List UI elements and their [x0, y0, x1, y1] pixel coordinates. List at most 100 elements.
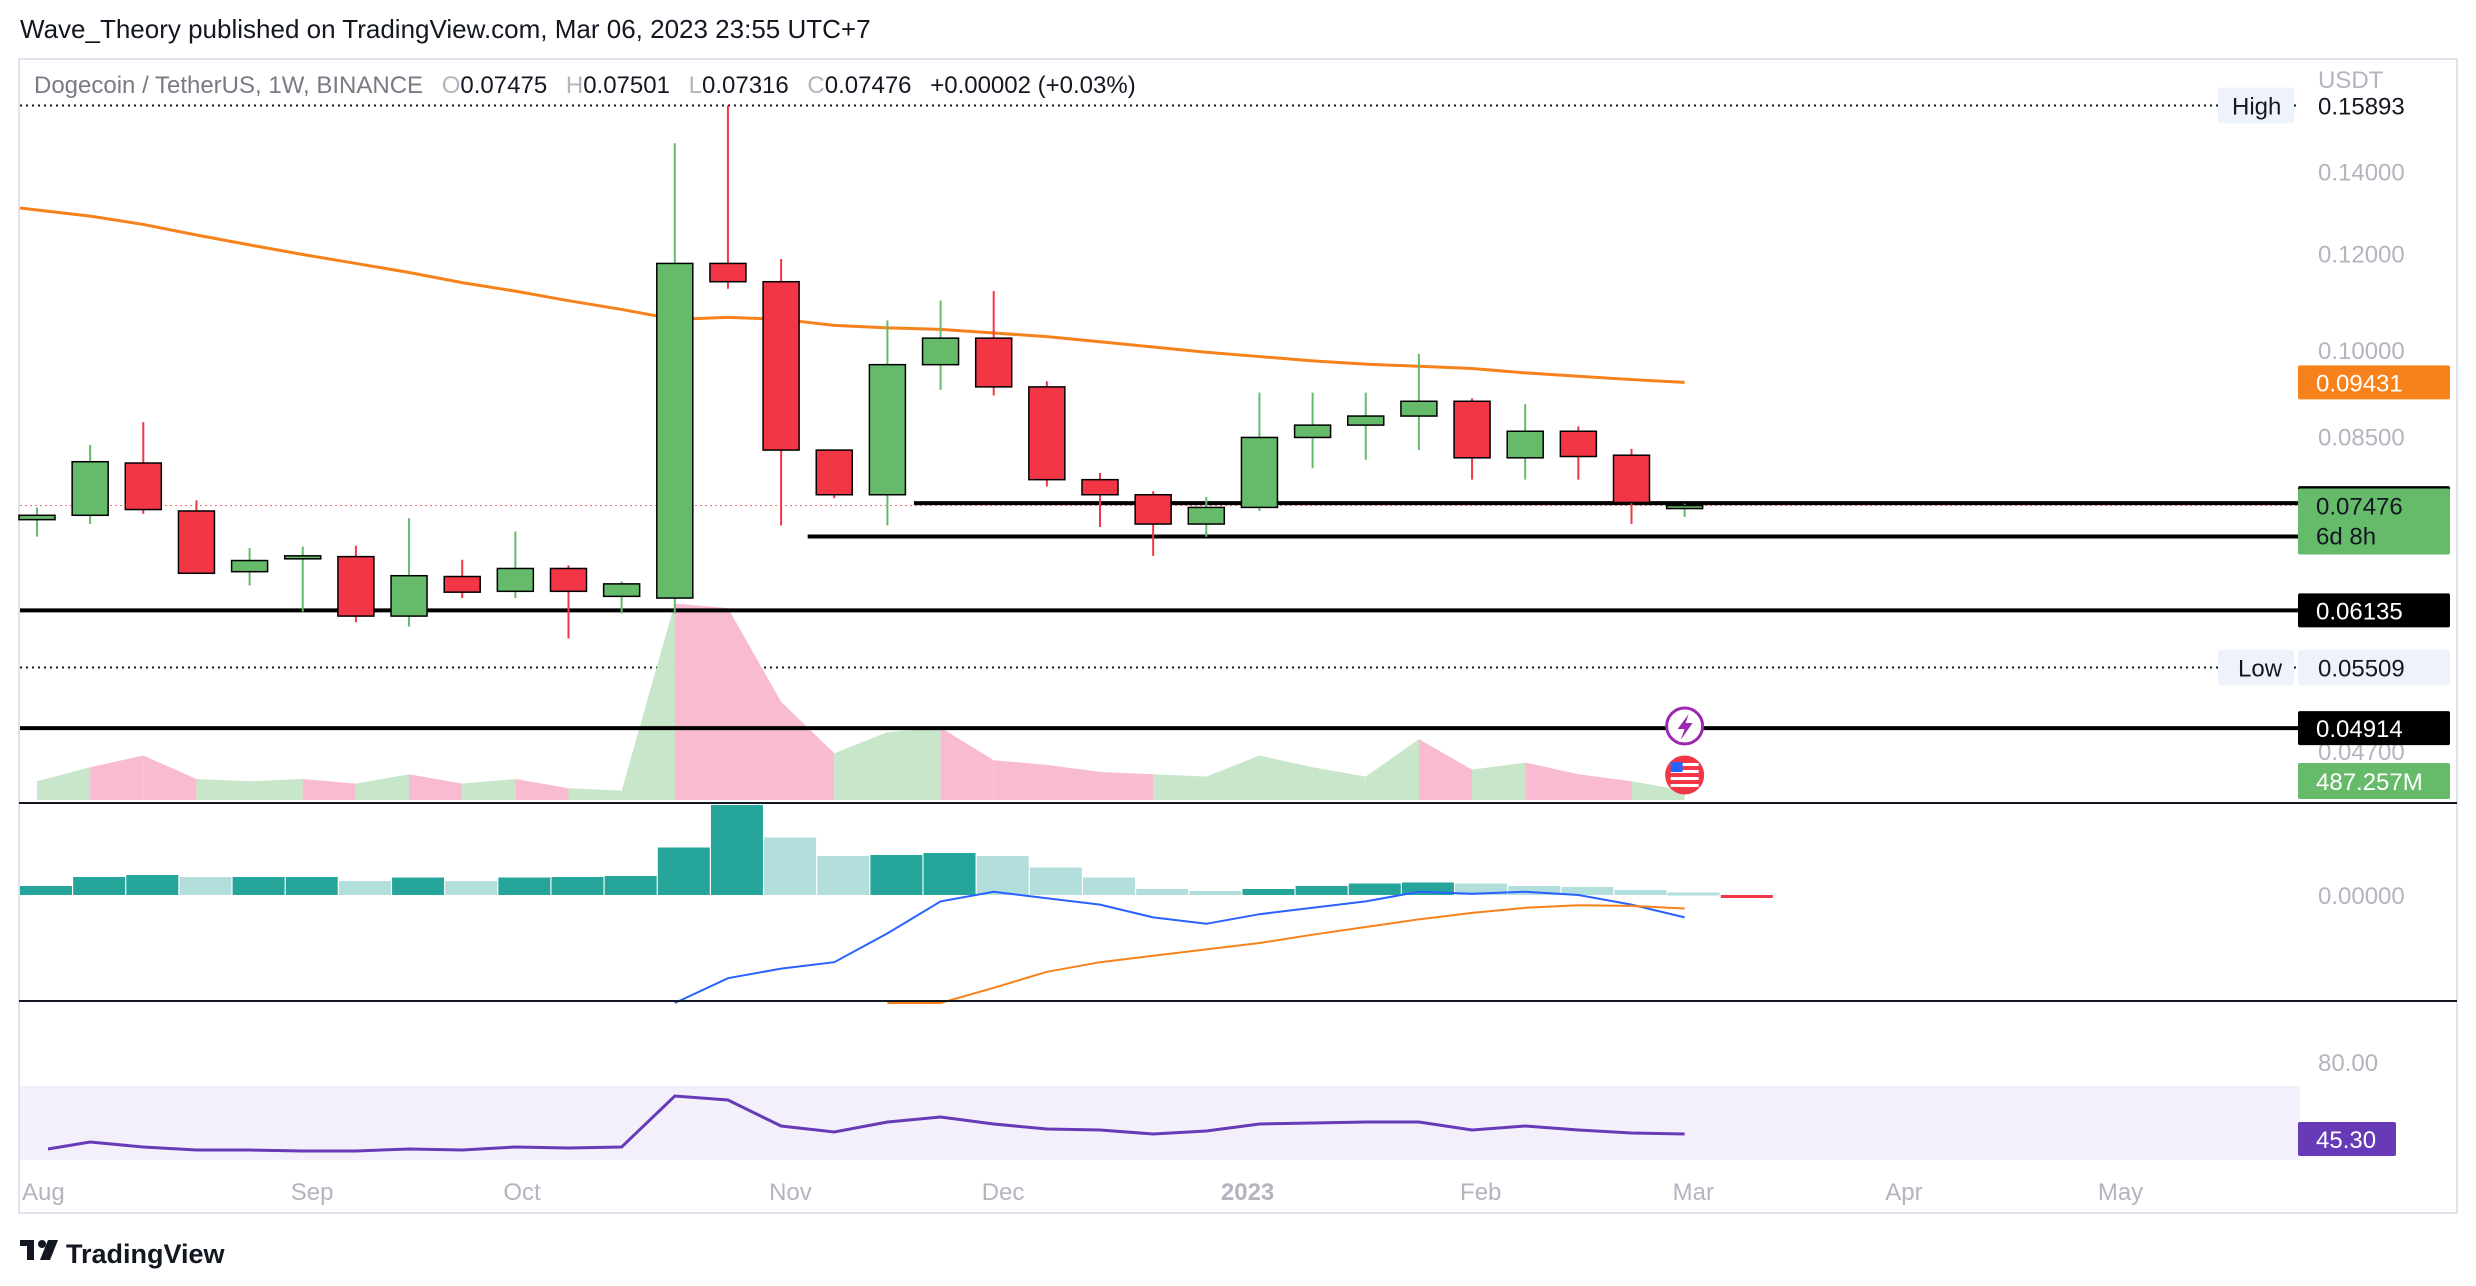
volume-segment: [1153, 774, 1207, 800]
candle[interactable]: [815, 449, 853, 499]
candle-body: [71, 460, 109, 517]
last-price-value: 0.07476: [2316, 494, 2403, 521]
candle[interactable]: [390, 518, 428, 627]
candle-body: [177, 510, 216, 575]
candle[interactable]: [1187, 496, 1226, 537]
candle-body: [762, 280, 800, 451]
volume-segment: [781, 701, 835, 800]
symbol-legend[interactable]: Dogecoin / TetherUS, 1W, BINANCE O0.0747…: [34, 72, 1136, 99]
low-badge: [2218, 649, 2294, 686]
candle[interactable]: [124, 422, 163, 514]
tradingview-logo[interactable]: TradingView: [20, 1239, 226, 1269]
candle[interactable]: [71, 444, 109, 525]
candle-body: [284, 555, 322, 560]
macd-histogram-bar: [338, 881, 391, 895]
volume-segment: [1100, 771, 1154, 800]
low-label: Low: [2238, 656, 2283, 683]
ema-label-badge: [2298, 365, 2450, 400]
candle-body: [1347, 415, 1385, 426]
candle[interactable]: [709, 105, 747, 289]
x-tick-label: 2023: [1221, 1179, 1274, 1206]
low-value-badge: [2298, 649, 2450, 686]
candle[interactable]: [1028, 381, 1066, 487]
candle-body: [18, 514, 56, 521]
flag-stripe: [1670, 777, 1699, 780]
ema-line: [19, 206, 1685, 384]
volume-segment: [1259, 755, 1313, 800]
macd-histogram-bar: [20, 886, 72, 895]
macd-histogram-bar: [1348, 883, 1401, 895]
flag-stripe: [1670, 763, 1699, 766]
currency-label: USDT: [2318, 67, 2384, 94]
candle[interactable]: [337, 545, 375, 623]
candle[interactable]: [1134, 491, 1172, 556]
volume-segment: [674, 603, 728, 800]
macd-pane: 0.00000: [19, 805, 2457, 1004]
candle[interactable]: [602, 581, 641, 614]
us-flag-event-icon[interactable]: [1665, 755, 1705, 795]
candle[interactable]: [921, 300, 960, 390]
candle[interactable]: [1506, 404, 1544, 480]
macd-line: [674, 890, 1685, 1004]
candle[interactable]: [974, 291, 1013, 396]
candle[interactable]: [177, 500, 216, 575]
volume-segment: [143, 755, 197, 800]
low-value: 0.05509: [2318, 656, 2405, 683]
candle-body: [1400, 400, 1438, 417]
candle-body: [815, 449, 853, 496]
candle[interactable]: [656, 143, 694, 614]
candle[interactable]: [1347, 392, 1385, 460]
x-tick-label: Sep: [291, 1179, 334, 1206]
time-axis: Aug Sep Oct Nov Dec 2023 Feb Mar Apr May: [22, 1179, 2143, 1206]
macd-zero-label: 0.00000: [2318, 883, 2405, 910]
candle[interactable]: [1293, 392, 1332, 469]
publisher-line: Wave_Theory published on TradingView.com…: [20, 14, 871, 44]
candle[interactable]: [230, 548, 269, 586]
candle[interactable]: [549, 565, 588, 639]
candle[interactable]: [868, 320, 907, 526]
candle[interactable]: [1612, 448, 1651, 525]
macd-histogram-bar: [1561, 887, 1614, 895]
macd-histogram-bar: [657, 847, 710, 895]
low-label: L: [689, 72, 702, 99]
volume-segment: [462, 778, 516, 800]
candle[interactable]: [443, 559, 481, 599]
candle[interactable]: [18, 507, 56, 537]
volume-segment: [834, 732, 888, 800]
candle-body: [1293, 424, 1332, 439]
high-label: High: [2232, 93, 2281, 120]
candle[interactable]: [1081, 472, 1119, 527]
high-value: 0.07501: [583, 72, 670, 99]
candle-body: [1559, 430, 1598, 458]
volume-segment: [887, 727, 941, 800]
macd-histogram-bar: [1295, 886, 1348, 895]
volume-segment: [515, 778, 569, 800]
macd-histogram-bar: [1667, 892, 1720, 896]
level-label-badge: [2298, 711, 2450, 746]
low-value: 0.07316: [702, 72, 789, 99]
last-price-countdown: 6d 8h: [2316, 524, 2376, 551]
volume-segment: [37, 767, 91, 800]
candle-body: [1506, 430, 1544, 459]
macd-histogram-bar: [1720, 895, 1773, 898]
candle-body: [337, 555, 375, 617]
macd-histogram-bar: [1242, 889, 1295, 895]
candle[interactable]: [1400, 353, 1438, 451]
candle[interactable]: [284, 546, 322, 612]
volume-segment: [1365, 739, 1419, 800]
volume-segment: [302, 778, 356, 800]
candle[interactable]: [1453, 398, 1491, 480]
candle[interactable]: [1665, 503, 1704, 518]
candle[interactable]: [762, 258, 800, 526]
x-tick-label: Aug: [22, 1179, 65, 1206]
candle[interactable]: [1559, 426, 1598, 480]
candle[interactable]: [1240, 392, 1279, 511]
lightning-event-icon[interactable]: [1665, 706, 1705, 746]
y-tick-label: 0.12000: [2318, 242, 2405, 269]
level-label: 0.06135: [2316, 598, 2403, 625]
rsi-label-badge: [2298, 1122, 2396, 1156]
volume-segment: [196, 778, 250, 800]
candle[interactable]: [496, 531, 535, 599]
